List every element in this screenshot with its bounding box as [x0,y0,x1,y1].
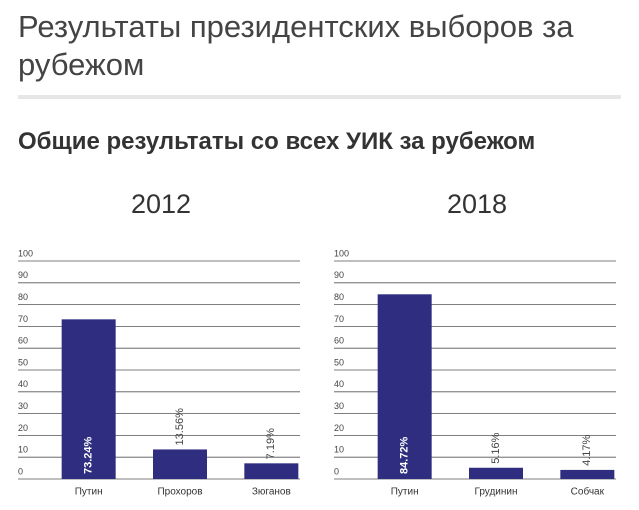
x-tick-label: Прохоров [157,487,202,498]
chart-title: 2018 [447,189,507,219]
y-tick-label: 10 [18,445,28,455]
x-tick-label: Путин [391,487,419,498]
y-tick-label: 100 [18,248,33,258]
y-tick-label: 100 [334,248,349,258]
divider [18,95,621,99]
y-tick-label: 30 [18,401,28,411]
y-tick-label: 90 [18,270,28,280]
bar [560,469,615,479]
y-tick-label: 90 [334,270,344,280]
bar [244,463,299,479]
subtitle: Общие результаты со всех УИК за рубежом [18,128,536,155]
value-label: 5.16% [490,432,502,463]
x-tick-label: Путин [75,487,103,498]
chart-title: 2012 [131,189,191,219]
value-label: 84.72% [399,436,411,474]
y-tick-label: 20 [334,423,344,433]
y-tick-label: 70 [334,314,344,324]
y-tick-label: 80 [334,292,344,302]
y-tick-label: 40 [18,379,28,389]
y-tick-label: 10 [334,445,344,455]
x-tick-label: Грудинин [474,487,517,498]
y-tick-label: 0 [334,466,339,476]
y-tick-label: 20 [18,423,28,433]
y-tick-label: 30 [334,401,344,411]
x-tick-label: Зюганов [252,487,291,498]
y-tick-label: 60 [334,336,344,346]
y-tick-label: 50 [334,357,344,367]
bar [377,294,432,479]
bar [153,449,207,479]
value-label: 73.24% [83,436,95,474]
y-tick-label: 70 [18,314,28,324]
value-label: 4.17% [581,435,593,466]
page-title: Результаты президентских выборов за рубе… [18,9,574,82]
x-tick-label: Собчак [571,486,605,498]
y-tick-label: 50 [18,357,28,367]
y-tick-label: 60 [18,336,28,346]
y-tick-label: 80 [18,292,28,302]
bar [469,467,523,479]
y-tick-label: 0 [18,466,23,476]
value-label: 7.19% [265,428,277,459]
y-tick-label: 40 [334,379,344,389]
bar [61,319,116,479]
value-label: 13.56% [174,408,186,446]
